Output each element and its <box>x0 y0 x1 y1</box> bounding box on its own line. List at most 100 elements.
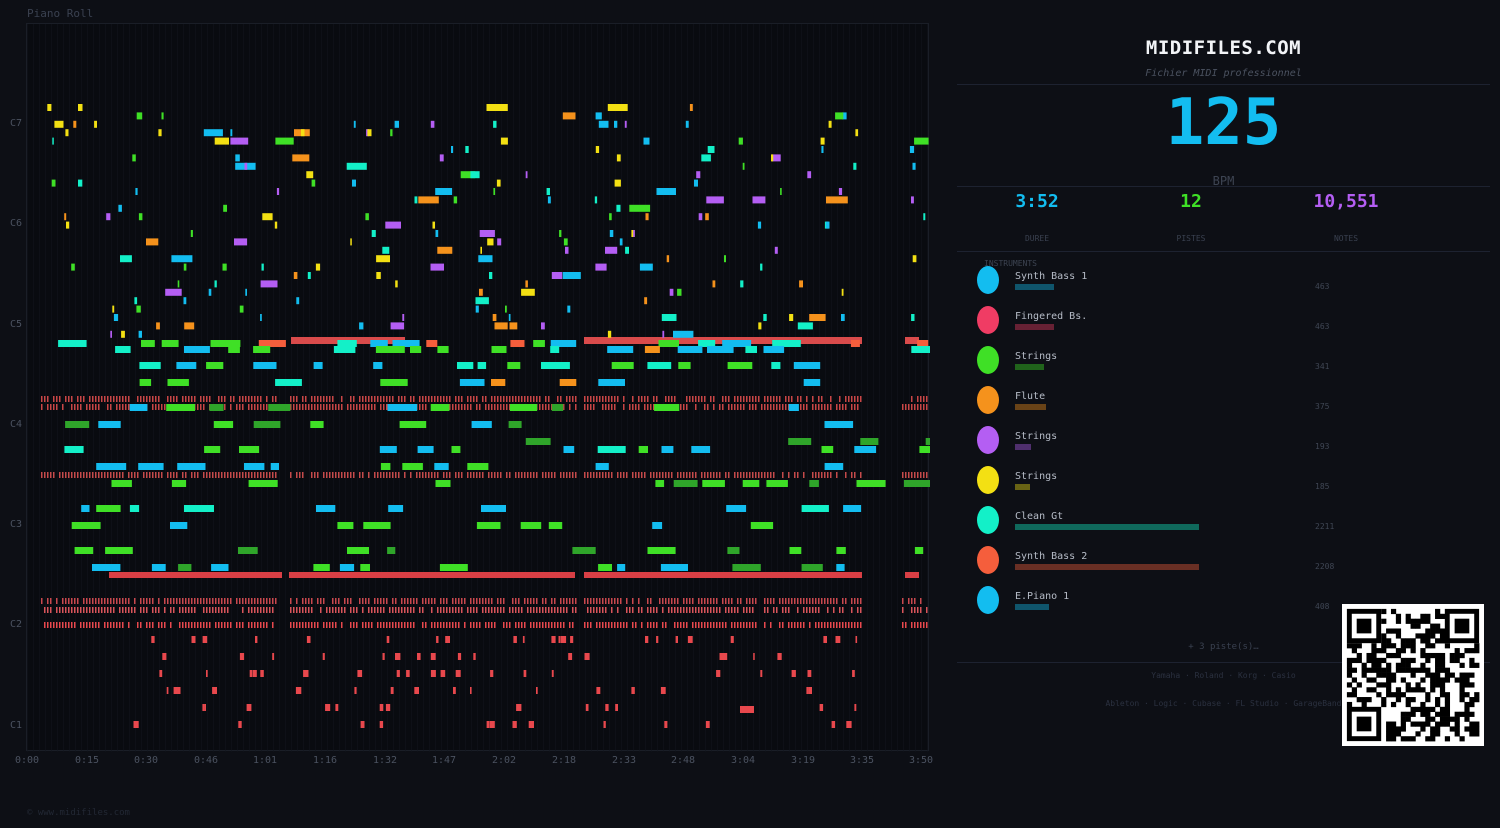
note <box>551 404 564 411</box>
note <box>238 547 258 554</box>
note <box>778 653 781 660</box>
note <box>680 472 682 478</box>
note <box>850 340 860 347</box>
note <box>854 598 856 604</box>
note <box>404 607 406 613</box>
note <box>120 255 132 263</box>
note <box>71 598 73 604</box>
note <box>486 104 508 111</box>
note <box>536 598 538 604</box>
note <box>434 598 436 604</box>
note <box>626 472 628 478</box>
grid-line <box>543 24 544 752</box>
note <box>344 598 346 604</box>
note <box>443 598 445 604</box>
note <box>224 396 226 402</box>
qr-module <box>1356 643 1362 649</box>
note <box>819 704 824 711</box>
qr-module <box>1371 657 1377 664</box>
note <box>208 288 212 296</box>
note <box>815 598 817 604</box>
note <box>662 472 664 478</box>
note <box>497 598 499 604</box>
qr-module <box>1420 652 1426 659</box>
note <box>524 396 526 402</box>
note <box>695 404 697 410</box>
note <box>301 129 305 137</box>
note <box>655 480 665 487</box>
note <box>344 472 346 478</box>
note <box>815 622 817 628</box>
note <box>404 396 406 402</box>
grid-line <box>183 24 184 752</box>
note <box>788 396 790 402</box>
note <box>128 622 130 628</box>
grid-line <box>345 24 346 752</box>
note <box>773 607 775 613</box>
grid-line <box>279 24 280 752</box>
note <box>575 472 577 478</box>
note <box>410 472 412 478</box>
note <box>164 598 166 604</box>
note <box>80 472 82 478</box>
instrument-name: E.Piano 1 <box>1015 591 1070 602</box>
note <box>251 598 253 604</box>
note <box>101 396 103 402</box>
note <box>594 196 598 204</box>
qr-module <box>1381 682 1387 688</box>
note <box>151 636 155 643</box>
more-tracks-text: + 3 piste(s)… <box>1188 642 1259 652</box>
qr-module <box>1430 672 1436 678</box>
note <box>401 607 403 613</box>
note <box>377 598 379 604</box>
note <box>388 505 404 512</box>
note <box>914 622 916 628</box>
note <box>527 472 529 478</box>
note <box>740 706 754 713</box>
grid-line <box>369 24 370 752</box>
note <box>584 396 586 402</box>
note <box>563 607 565 613</box>
note <box>660 687 666 694</box>
note <box>326 404 328 410</box>
note <box>800 622 802 628</box>
note <box>512 607 514 613</box>
note <box>914 404 916 410</box>
qr-module <box>1381 648 1387 654</box>
note <box>95 622 97 628</box>
note <box>530 396 532 402</box>
note <box>653 396 655 402</box>
note <box>377 622 379 628</box>
note <box>371 230 376 237</box>
note <box>908 598 910 604</box>
qr-module <box>1405 643 1411 649</box>
grid-line <box>579 24 580 752</box>
note <box>522 636 525 643</box>
note <box>302 404 304 410</box>
note <box>263 622 265 628</box>
note <box>609 230 614 237</box>
qr-module <box>1439 667 1446 673</box>
note <box>773 472 775 478</box>
note <box>518 598 520 604</box>
note <box>479 230 495 237</box>
qr-module <box>1410 687 1416 693</box>
note <box>263 607 265 613</box>
note <box>275 137 294 145</box>
note <box>213 421 234 428</box>
note <box>572 396 574 402</box>
qr-module <box>1390 628 1397 634</box>
qr-module <box>1410 643 1416 649</box>
note <box>740 404 742 410</box>
note <box>125 396 127 402</box>
grid-line <box>795 24 796 752</box>
note <box>440 396 442 402</box>
note <box>167 472 169 478</box>
note <box>707 404 709 410</box>
note <box>541 322 545 330</box>
note <box>919 446 930 453</box>
note <box>725 622 727 628</box>
note <box>625 246 629 254</box>
note <box>185 396 187 402</box>
note <box>347 598 349 604</box>
